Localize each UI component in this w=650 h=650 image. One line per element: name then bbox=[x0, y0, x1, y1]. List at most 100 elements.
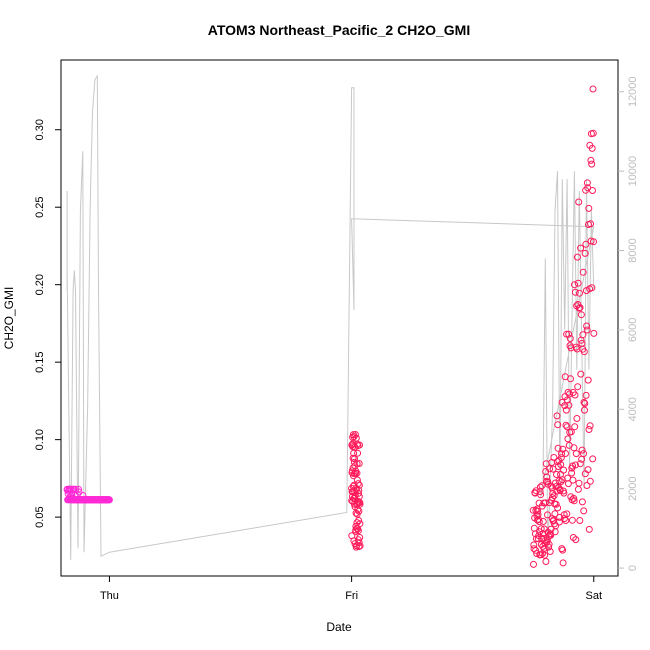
data-point bbox=[559, 559, 567, 567]
data-point bbox=[105, 496, 113, 504]
data-point bbox=[588, 284, 596, 292]
data-point bbox=[576, 460, 584, 468]
data-point bbox=[353, 469, 361, 477]
data-point bbox=[567, 428, 575, 436]
data-point bbox=[539, 518, 547, 525]
data-point bbox=[545, 499, 553, 507]
y-left-tick-label: 0.25 bbox=[34, 196, 46, 217]
data-point bbox=[539, 550, 546, 557]
data-point bbox=[564, 435, 572, 443]
data-point bbox=[552, 522, 560, 530]
data-point bbox=[579, 268, 587, 276]
data-point bbox=[580, 398, 588, 406]
data-point bbox=[557, 461, 565, 468]
data-point bbox=[355, 517, 363, 524]
data-point bbox=[565, 401, 573, 409]
data-point bbox=[574, 279, 582, 287]
data-point bbox=[588, 160, 596, 168]
ch2o-series bbox=[63, 85, 598, 568]
data-point bbox=[582, 391, 590, 399]
data-point bbox=[564, 388, 572, 396]
data-point bbox=[541, 499, 549, 507]
data-point bbox=[567, 375, 574, 383]
data-point bbox=[529, 506, 537, 514]
data-point bbox=[575, 479, 583, 487]
plot-frame bbox=[60, 59, 619, 577]
data-point bbox=[356, 542, 364, 550]
data-point bbox=[562, 421, 570, 429]
y-right-tick-label: 8000 bbox=[627, 238, 639, 262]
data-point bbox=[577, 370, 585, 378]
data-point bbox=[589, 129, 597, 137]
data-point bbox=[557, 454, 565, 462]
data-point bbox=[354, 449, 362, 457]
data-point bbox=[571, 391, 579, 399]
y-right-tick-label: 2000 bbox=[627, 476, 639, 500]
data-point bbox=[534, 507, 542, 515]
data-point bbox=[571, 423, 579, 431]
data-point bbox=[554, 444, 562, 452]
y-left-tick-label: 0.20 bbox=[34, 274, 46, 295]
data-point bbox=[539, 530, 547, 538]
data-point bbox=[530, 560, 537, 568]
data-point bbox=[590, 329, 598, 337]
data-point bbox=[355, 489, 362, 497]
data-point bbox=[589, 455, 597, 463]
data-point bbox=[579, 331, 587, 339]
data-point bbox=[586, 422, 594, 430]
y-right-tick-label: 4000 bbox=[627, 397, 639, 421]
data-point bbox=[570, 497, 578, 505]
data-point bbox=[543, 473, 551, 481]
data-point bbox=[583, 322, 591, 330]
data-point bbox=[356, 441, 363, 449]
x-axis-label: Date bbox=[326, 620, 352, 634]
y-right-tick-label: 6000 bbox=[627, 318, 639, 342]
data-point bbox=[354, 527, 362, 535]
data-point bbox=[576, 289, 583, 297]
data-point bbox=[585, 204, 593, 212]
data-point bbox=[568, 469, 576, 477]
data-point bbox=[573, 415, 581, 422]
data-point bbox=[534, 511, 542, 519]
data-point bbox=[575, 198, 583, 206]
data-point bbox=[568, 516, 576, 524]
data-point bbox=[356, 534, 364, 541]
data-point bbox=[562, 450, 569, 457]
data-point bbox=[545, 543, 553, 551]
x-tick-label: Sat bbox=[586, 590, 603, 602]
data-point bbox=[355, 460, 363, 467]
data-point bbox=[580, 450, 587, 458]
data-point bbox=[563, 510, 571, 518]
data-point bbox=[577, 311, 585, 319]
data-point bbox=[533, 512, 541, 520]
x-axis: Thu Fri Sat bbox=[100, 576, 602, 602]
y-right-tick-label: 10000 bbox=[627, 156, 639, 187]
data-point bbox=[546, 465, 554, 473]
y-left-tick-label: 0.05 bbox=[34, 506, 46, 527]
data-point bbox=[574, 485, 582, 493]
data-point bbox=[576, 304, 584, 312]
data-point bbox=[581, 249, 589, 257]
y-axis-label: CH2O_GMI bbox=[2, 287, 16, 350]
data-point bbox=[75, 488, 83, 496]
data-point bbox=[558, 450, 565, 458]
data-point bbox=[584, 376, 592, 384]
data-point bbox=[580, 348, 588, 356]
data-point bbox=[537, 551, 545, 559]
y-left-tick-label: 0.30 bbox=[34, 119, 46, 140]
data-point bbox=[557, 478, 565, 486]
data-point bbox=[538, 482, 546, 490]
data-point bbox=[531, 530, 539, 538]
data-point bbox=[554, 504, 562, 512]
data-point bbox=[585, 525, 593, 533]
data-point bbox=[572, 461, 579, 469]
data-point bbox=[589, 187, 596, 194]
data-point bbox=[550, 454, 558, 461]
data-point bbox=[354, 480, 362, 488]
data-point bbox=[578, 498, 586, 506]
data-point bbox=[546, 548, 554, 555]
x-tick-label: Fri bbox=[345, 590, 358, 602]
data-point bbox=[583, 326, 591, 334]
data-point bbox=[560, 489, 568, 497]
data-point bbox=[560, 466, 568, 474]
